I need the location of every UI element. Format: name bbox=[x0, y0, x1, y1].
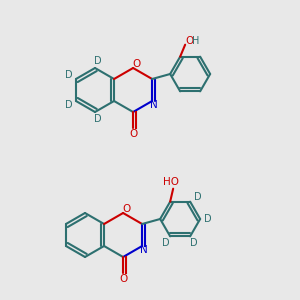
Text: N: N bbox=[150, 100, 158, 110]
Text: O: O bbox=[119, 274, 127, 284]
Text: D: D bbox=[162, 238, 170, 248]
Text: D: D bbox=[204, 214, 212, 224]
Text: D: D bbox=[65, 70, 73, 80]
Text: D: D bbox=[94, 56, 102, 66]
Text: D: D bbox=[65, 100, 73, 110]
Text: O: O bbox=[185, 36, 193, 46]
Text: N: N bbox=[140, 245, 148, 255]
Text: O: O bbox=[122, 204, 130, 214]
Text: H: H bbox=[193, 36, 200, 46]
Text: D: D bbox=[190, 238, 198, 248]
Text: D: D bbox=[94, 114, 102, 124]
Text: HO: HO bbox=[163, 177, 179, 187]
Text: O: O bbox=[132, 59, 140, 69]
Text: D: D bbox=[194, 192, 202, 202]
Text: O: O bbox=[129, 129, 137, 139]
